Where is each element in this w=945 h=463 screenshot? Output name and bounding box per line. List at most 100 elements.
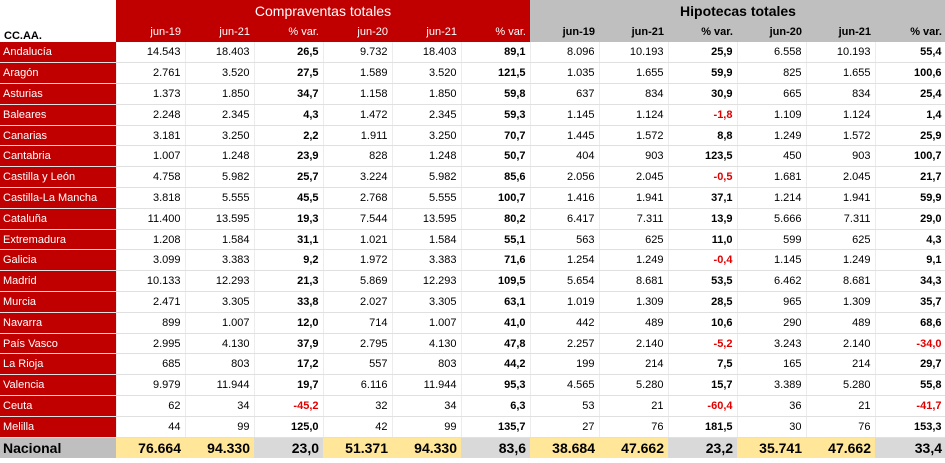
value-cell: 7.544 [323, 208, 393, 230]
table-row: Murcia 2.471 3.305 33,8 2.027 3.305 63,1 1.019 1… [0, 291, 945, 313]
value-cell: 1.850 [392, 83, 462, 105]
value-cell: 18.403 [185, 42, 255, 64]
table-body: Andalucía 14.543 18.403 26,5 9.732 18.403 89,1… [0, 42, 945, 438]
value-cell: 1.158 [323, 83, 393, 105]
value-cell: 625 [806, 229, 876, 251]
region-name: País Vasco [0, 333, 117, 355]
pct-change-cell: 30,9 [668, 83, 738, 105]
value-cell: 214 [599, 353, 669, 376]
pct-change-cell: 6,3 [461, 395, 531, 417]
value-cell: 2.140 [806, 333, 876, 355]
value-cell: 1.655 [599, 62, 669, 85]
value-cell: 3.305 [185, 291, 255, 313]
value-cell: 1.655 [806, 62, 876, 85]
group-header-row: CC.AA. Compraventas totales Hipotecas to… [0, 0, 945, 42]
region-name: Cataluña [0, 208, 117, 230]
region-name: Baleares [0, 104, 117, 126]
pct-change-cell: 55,8 [875, 374, 945, 397]
column-header: jun-19 [116, 21, 185, 42]
region-name: Castilla y León [0, 166, 117, 189]
value-cell: 6.116 [323, 374, 393, 397]
value-cell: 5.869 [323, 270, 393, 293]
value-cell: 1.373 [116, 83, 186, 105]
value-cell: 5.666 [737, 208, 807, 230]
table-row: La Rioja 685 803 17,2 557 803 44,2 199 214 7,5 165… [0, 353, 945, 376]
value-cell: 99 [185, 416, 255, 438]
pct-change-cell: 12,0 [254, 312, 324, 334]
value-cell: 5.280 [599, 374, 669, 397]
pct-change-cell: 25,7 [254, 166, 324, 189]
value-cell: 1.248 [185, 145, 255, 168]
value-cell: 803 [185, 353, 255, 376]
value-cell: 30 [737, 416, 807, 438]
value-cell: 2.471 [116, 291, 186, 313]
value-cell: 13.595 [185, 208, 255, 230]
pct-change-cell: 7,5 [668, 353, 738, 376]
value-cell: 1.007 [116, 145, 186, 168]
value-cell: 32 [323, 395, 393, 417]
value-cell: 9.979 [116, 374, 186, 397]
value-cell: 2.345 [185, 104, 255, 126]
value-cell: 62 [116, 395, 186, 417]
value-cell: 2.768 [323, 187, 393, 209]
table-row: Cataluña 11.400 13.595 19,3 7.544 13.595 80,2 6… [0, 208, 945, 230]
pct-change-cell: 33,8 [254, 291, 324, 313]
total-row: Nacional 76.664 94.330 23,0 51.371 94.33… [0, 437, 945, 459]
total-cell: 23,0 [254, 437, 323, 459]
pct-change-cell: 31,1 [254, 229, 324, 251]
value-cell: 8.096 [530, 42, 600, 64]
value-cell: 76 [806, 416, 876, 438]
pct-change-cell: 34,3 [875, 270, 945, 293]
pct-change-cell: 4,3 [875, 229, 945, 251]
value-cell: 1.309 [599, 291, 669, 313]
pct-change-cell: 15,7 [668, 374, 738, 397]
column-header: % var. [668, 21, 737, 42]
value-cell: 1.145 [530, 104, 600, 126]
value-cell: 1.019 [530, 291, 600, 313]
region-name: Madrid [0, 270, 117, 293]
pct-change-cell: -41,7 [875, 395, 945, 417]
value-cell: 4.130 [392, 333, 462, 355]
table-row: País Vasco 2.995 4.130 37,9 2.795 4.130 47,8 2.… [0, 333, 945, 355]
pct-change-cell: 100,7 [461, 187, 531, 209]
pct-change-cell: 9,2 [254, 249, 324, 272]
value-cell: 2.027 [323, 291, 393, 313]
pct-change-cell: 34,7 [254, 83, 324, 105]
pct-change-cell: 1,4 [875, 104, 945, 126]
pct-change-cell: 4,3 [254, 104, 324, 126]
value-cell: 1.972 [323, 249, 393, 272]
table-row: Galicia 3.099 3.383 9,2 1.972 3.383 71,6 1.254 1… [0, 249, 945, 272]
table-row: Castilla-La Mancha 3.818 5.555 45,5 2.768 5.5… [0, 187, 945, 209]
table-row: Ceuta 62 34 -45,2 32 34 6,3 53 21 -60,4 36 21 -41,7 [0, 395, 945, 417]
value-cell: 11.400 [116, 208, 186, 230]
value-cell: 489 [806, 312, 876, 334]
value-cell: 903 [599, 145, 669, 168]
pct-change-cell: 50,7 [461, 145, 531, 168]
pct-change-cell: 26,5 [254, 42, 324, 64]
value-cell: 1.309 [806, 291, 876, 313]
value-cell: 1.145 [737, 249, 807, 272]
pct-change-cell: 55,4 [875, 42, 945, 64]
pct-change-cell: 29,0 [875, 208, 945, 230]
pct-change-cell: 25,4 [875, 83, 945, 105]
value-cell: 4.565 [530, 374, 600, 397]
value-cell: 899 [116, 312, 186, 334]
pct-change-cell: -1,8 [668, 104, 738, 126]
value-cell: 1.681 [737, 166, 807, 189]
pct-change-cell: -60,4 [668, 395, 738, 417]
total-label: Nacional [0, 437, 116, 459]
value-cell: 563 [530, 229, 600, 251]
value-cell: 2.257 [530, 333, 600, 355]
pct-change-cell: 27,5 [254, 62, 324, 85]
value-cell: 637 [530, 83, 600, 105]
value-cell: 5.982 [392, 166, 462, 189]
table-row: Aragón 2.761 3.520 27,5 1.589 3.520 121,5 1.035… [0, 62, 945, 85]
value-cell: 965 [737, 291, 807, 313]
column-header: jun-19 [530, 21, 599, 42]
pct-change-cell: -0,4 [668, 249, 738, 272]
total-cell: 47.662 [806, 437, 875, 459]
table-row: Melilla 44 99 125,0 42 99 135,7 27 76 181,5 30 76 15… [0, 416, 945, 438]
pct-change-cell: 47,8 [461, 333, 531, 355]
value-cell: 6.417 [530, 208, 600, 230]
value-cell: 685 [116, 353, 186, 376]
